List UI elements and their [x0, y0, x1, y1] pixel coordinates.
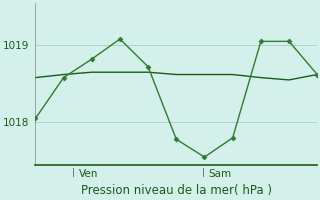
Text: Ven: Ven [79, 169, 98, 179]
Text: |: | [202, 168, 204, 177]
Text: |: | [72, 168, 75, 177]
Text: Sam: Sam [209, 169, 232, 179]
X-axis label: Pression niveau de la mer( hPa ): Pression niveau de la mer( hPa ) [81, 184, 272, 197]
